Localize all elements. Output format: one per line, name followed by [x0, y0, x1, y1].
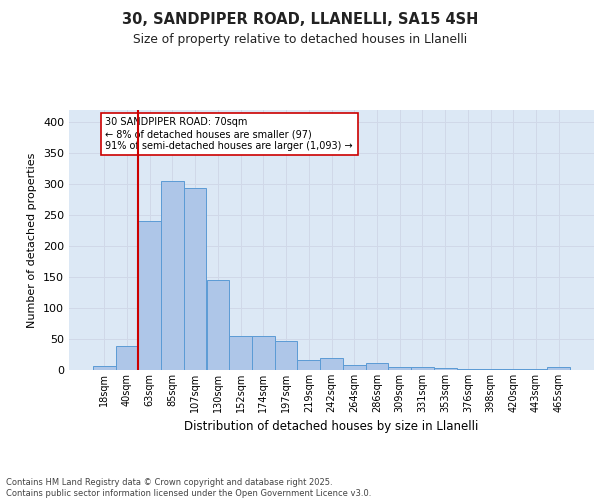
Bar	[434, 368, 457, 370]
Bar	[161, 181, 184, 370]
Bar	[411, 367, 434, 370]
Bar	[457, 369, 479, 370]
X-axis label: Distribution of detached houses by size in Llanelli: Distribution of detached houses by size …	[184, 420, 479, 434]
Bar	[343, 365, 365, 370]
Bar	[320, 358, 343, 370]
Bar	[184, 188, 206, 370]
Bar	[93, 366, 116, 370]
Y-axis label: Number of detached properties: Number of detached properties	[28, 152, 37, 328]
Bar	[229, 336, 252, 370]
Bar	[275, 341, 298, 370]
Bar	[139, 222, 161, 370]
Text: 30, SANDPIPER ROAD, LLANELLI, SA15 4SH: 30, SANDPIPER ROAD, LLANELLI, SA15 4SH	[122, 12, 478, 28]
Bar	[298, 360, 320, 370]
Text: 30 SANDPIPER ROAD: 70sqm
← 8% of detached houses are smaller (97)
91% of semi-de: 30 SANDPIPER ROAD: 70sqm ← 8% of detache…	[106, 118, 353, 150]
Bar	[388, 367, 411, 370]
Bar	[365, 363, 388, 370]
Bar	[116, 346, 139, 370]
Bar	[252, 336, 275, 370]
Text: Size of property relative to detached houses in Llanelli: Size of property relative to detached ho…	[133, 32, 467, 46]
Text: Contains HM Land Registry data © Crown copyright and database right 2025.
Contai: Contains HM Land Registry data © Crown c…	[6, 478, 371, 498]
Bar	[547, 367, 570, 370]
Bar	[206, 280, 229, 370]
